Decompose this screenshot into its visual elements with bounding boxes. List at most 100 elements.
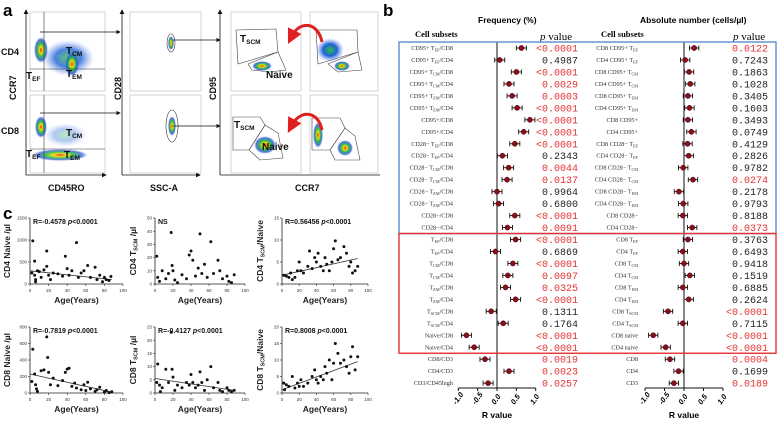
row-label-part: EF <box>435 143 441 148</box>
row-label-part: T <box>430 284 434 291</box>
y-tick-label: 1000 <box>17 238 28 243</box>
forest-row: CD95+/CD4 <0.0001 <box>421 128 578 139</box>
row-label-part: EF <box>435 239 441 244</box>
row-label: TEF/CD8 <box>431 237 453 245</box>
p-value: <0.0001 <box>536 212 578 223</box>
row-label: TEM/CD8 <box>430 284 453 292</box>
p-italic: p <box>732 31 739 43</box>
r-value-point <box>520 128 527 135</box>
row-label: CD4/CD3 <box>428 368 453 375</box>
forest-row: CD8 TEF 0.3763 <box>616 236 768 247</box>
data-point <box>342 245 346 249</box>
x-tick-label: -1.0 <box>451 390 466 406</box>
row-label: TEM/CD4 <box>430 296 453 304</box>
r-value-point <box>682 57 689 63</box>
row-label: CD95+ TCM/CD4 <box>410 81 453 89</box>
data-point <box>216 258 220 262</box>
flow-axes <box>23 9 380 178</box>
forest-row: TCM/CD8 <0.0001 <box>429 260 578 271</box>
data-point <box>101 280 105 284</box>
data-point <box>98 385 102 389</box>
data-point <box>297 260 301 264</box>
data-point <box>299 378 303 382</box>
forest-row: CD28− TEF/CD8 <0.0001 <box>411 140 578 151</box>
data-point <box>203 388 206 392</box>
data-point <box>333 239 337 243</box>
row-label-part: CD28− T <box>411 141 435 148</box>
forest-row: TCM/CD4 0.0097 <box>429 272 578 283</box>
data-point <box>155 254 159 258</box>
p-value: 0.6869 <box>542 248 578 259</box>
y-axis-title-part: /µl <box>128 336 138 348</box>
row-label: CD8/CD3 <box>428 356 453 363</box>
y-tick-label: 15 <box>147 351 153 356</box>
data-point <box>230 390 233 394</box>
data-point <box>351 345 355 349</box>
data-point <box>31 347 35 351</box>
r-value-point <box>685 93 691 99</box>
forest-row: CD95+/CD8 <0.0001 <box>421 116 578 127</box>
data-point <box>198 370 202 374</box>
x-tick-label: 100 <box>241 288 249 293</box>
data-point <box>200 380 204 384</box>
y-tick-label: 800 <box>19 325 27 330</box>
r-value-point <box>685 152 692 159</box>
data-point <box>170 264 174 268</box>
forest-row: CD95+ TEF/CD8 <0.0001 <box>411 45 578 56</box>
gate-label-tscm: TSCM <box>234 120 255 132</box>
forest-row: CD95+ TCM/CD8 <0.0001 <box>410 68 578 79</box>
forest-row: CD4/CD3 0.0023 <box>428 368 578 379</box>
gate-label-tef: TEF <box>26 71 40 83</box>
r-value-point <box>485 380 491 387</box>
data-point <box>48 278 52 282</box>
forest-row: CD8 CD95+ TEF 0.0122 <box>596 45 768 56</box>
x-tick-label: 60 <box>206 397 212 402</box>
p-value: 0.6493 <box>732 248 768 259</box>
p-value: 0.0274 <box>732 176 768 187</box>
data-point <box>42 268 46 272</box>
row-label-part: CD3/CD45high <box>414 380 454 387</box>
data-point <box>218 269 222 273</box>
row-label-part: /CD8 <box>440 260 453 267</box>
row-label-part: EM <box>632 287 639 292</box>
data-point <box>73 381 77 385</box>
x-tick-label: 100 <box>364 397 372 402</box>
forest-row: Naive/CD8 <0.0001 <box>425 332 578 343</box>
p-value: 0.0097 <box>542 272 578 283</box>
x-tick-label: 40 <box>314 288 320 293</box>
forest-row: CD8 TEM 0.6885 <box>615 284 768 295</box>
y-axis-title-part: SCM <box>134 238 140 251</box>
x-tick-label: -0.5 <box>657 390 672 406</box>
data-point <box>104 389 108 393</box>
data-point <box>319 375 323 378</box>
gate-label-tem: TEM <box>66 69 82 81</box>
forest-row: TEM/CD4 <0.0001 <box>430 296 578 307</box>
forest-row: CD28− TEF/CD4 0.2343 <box>411 152 578 163</box>
data-point <box>63 254 67 258</box>
data-point <box>189 249 193 253</box>
data-point <box>290 278 294 282</box>
data-point <box>330 378 334 382</box>
r-value-point <box>510 260 516 267</box>
row-label: Naive/CD4 <box>425 344 453 351</box>
correlation-stat-part: p <box>192 328 198 335</box>
gate-label-tef: TEF <box>26 149 40 161</box>
row-label-part: CD8 CD95+ T <box>595 93 632 100</box>
data-point <box>187 383 191 387</box>
y-axis-title: CD4 TSCM /µl <box>128 227 140 276</box>
data-point <box>171 269 175 273</box>
row-label-part: CD4 CD95+ <box>606 129 638 136</box>
group-box-blue <box>398 41 777 235</box>
row-label-part: CD28− T <box>410 201 434 208</box>
forest-row: CD95+ TCM/CD4 0.0029 <box>410 80 578 91</box>
row-label: CD8 TEF <box>616 237 638 245</box>
forest-row: CD8 CD28− TEM 0.2178 <box>595 188 768 199</box>
r-value-point <box>512 296 519 303</box>
y-tick-label: 25 <box>147 325 153 330</box>
forest-row: TSCM/CD8 0.1311 <box>427 308 578 319</box>
data-point <box>180 273 184 277</box>
correlation-stat: NS <box>158 219 168 226</box>
data-point <box>187 253 191 257</box>
y-tick-label: 10 <box>274 358 280 363</box>
data-point <box>82 269 86 273</box>
